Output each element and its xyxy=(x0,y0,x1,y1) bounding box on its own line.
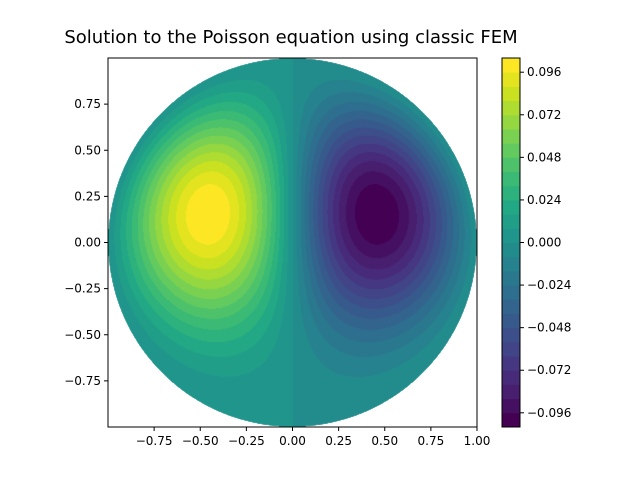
y-axis: 0.75 0.50 0.25 0.00 −0.25 −0.50 −0.75 xyxy=(64,97,108,388)
colorbar-tick-label: 0.048 xyxy=(527,150,561,164)
x-tick-label: 1.00 xyxy=(464,434,491,448)
y-tick-label: −0.50 xyxy=(64,328,101,342)
x-tick-label: 0.75 xyxy=(418,434,445,448)
y-tick-label: −0.25 xyxy=(64,282,101,296)
colorbar-band xyxy=(502,256,520,272)
colorbar-band xyxy=(502,114,520,130)
colorbar-band xyxy=(502,398,520,414)
colorbar-ticks: 0.096 0.072 0.048 0.024 0.000 −0.024 −0.048 −0.… xyxy=(520,65,571,420)
colorbar-band xyxy=(502,270,520,286)
colorbar-band xyxy=(502,58,520,73)
colorbar-bands xyxy=(502,58,520,428)
chart-title: Solution to the Poisson equation using c… xyxy=(64,27,517,48)
colorbar-tick-label: −0.072 xyxy=(527,363,571,377)
colorbar-tick-label: 0.000 xyxy=(527,236,561,250)
colorbar-band xyxy=(502,313,520,329)
colorbar-band xyxy=(502,72,520,87)
colorbar-band xyxy=(502,86,520,102)
y-tick-label: −0.75 xyxy=(64,374,101,388)
colorbar-band xyxy=(502,199,520,215)
colorbar-band xyxy=(502,341,520,357)
y-tick-label: 0.00 xyxy=(74,236,101,250)
colorbar-band xyxy=(502,100,520,116)
colorbar-band xyxy=(502,157,520,173)
colorbar-band xyxy=(502,143,520,158)
colorbar-band xyxy=(502,327,520,343)
colorbar-band xyxy=(502,356,520,371)
colorbar-band xyxy=(502,185,520,201)
x-tick-label: −0.50 xyxy=(182,434,219,448)
x-tick-label: −0.25 xyxy=(228,434,265,448)
colorbar-band xyxy=(502,370,520,385)
y-tick-label: 0.50 xyxy=(74,143,101,157)
y-tick-label: 0.25 xyxy=(74,189,101,203)
colorbar-band xyxy=(502,214,520,229)
colorbar-band xyxy=(502,242,520,258)
colorbar-tick-label: −0.048 xyxy=(527,321,571,335)
colorbar-band xyxy=(502,171,520,187)
colorbar-band xyxy=(502,228,520,243)
colorbar-band xyxy=(502,412,520,428)
colorbar-band xyxy=(502,299,520,314)
x-tick-label: −0.75 xyxy=(136,434,173,448)
colorbar-band xyxy=(502,285,520,300)
colorbar-tick-label: 0.024 xyxy=(527,193,561,207)
x-tick-label: 0.50 xyxy=(371,434,398,448)
colorbar-band xyxy=(502,128,520,144)
colorbar-tick-label: 0.096 xyxy=(527,65,561,79)
colorbar-band xyxy=(502,384,520,400)
plot-area xyxy=(107,57,478,428)
x-tick-label: 0.25 xyxy=(325,434,352,448)
x-tick-label: 0.00 xyxy=(279,434,306,448)
x-axis: −0.75 −0.50 −0.25 0.00 0.25 0.50 0.75 1.00 xyxy=(136,427,491,448)
colorbar-tick-label: 0.072 xyxy=(527,108,561,122)
solution-field xyxy=(108,58,477,427)
y-tick-label: 0.75 xyxy=(74,97,101,111)
colorbar-tick-label: −0.024 xyxy=(527,278,571,292)
colorbar: 0.096 0.072 0.048 0.024 0.000 −0.024 −0.048 −0.… xyxy=(501,57,571,428)
colorbar-tick-label: −0.096 xyxy=(527,406,571,420)
